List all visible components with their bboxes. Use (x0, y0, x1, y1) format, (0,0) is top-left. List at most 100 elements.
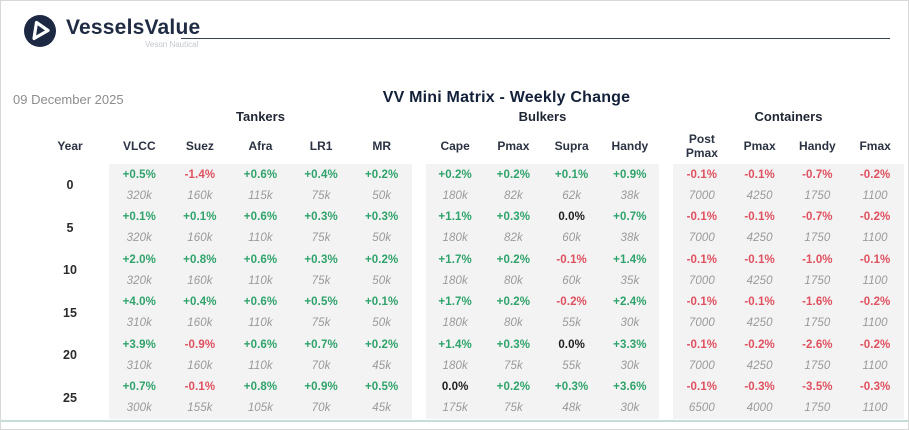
value-cell: 50k (372, 274, 392, 287)
group-tankers: Tankers VLCC Suez Afra LR1 MR +0.5% -1.4% +0.6% +… (109, 109, 412, 419)
pct-row: +0.2% +0.2% +0.1% +0.9% (426, 164, 659, 185)
year-row-block: +1.4% +0.3% 0.0% +3.3% 180k 75k 55k 30k (426, 334, 659, 377)
value-cell: 7000 (688, 189, 715, 202)
column-header: LR1 (309, 138, 333, 153)
value-cell: 75k (311, 189, 331, 202)
brand-text: VesselsValue Veson Nautical (66, 17, 200, 49)
value-cell: 1750 (804, 317, 831, 330)
weekly-change-cell: +1.7% (438, 253, 472, 266)
group-data-panel: -0.1% -0.1% -0.7% -0.2% 7000 4250 1750 1100 -0.1… (673, 164, 904, 419)
group-bulkers: Bulkers Cape Pmax Supra Handy +0.2% +0.2% +0.1%… (426, 109, 659, 419)
weekly-change-cell: -0.1% (744, 211, 775, 224)
value-cell: 4250 (746, 189, 773, 202)
weekly-change-cell: +0.2% (364, 168, 399, 181)
value-cell: 48k (562, 402, 582, 415)
weekly-change-cell: -2.6% (802, 338, 833, 351)
value-row: 180k 80k 55k 30k (426, 313, 659, 334)
column-header-row: VLCC Suez Afra LR1 MR (109, 129, 412, 164)
page-title: VV Mini Matrix - Weekly Change (382, 89, 631, 106)
weekly-change-cell: -0.7% (802, 168, 833, 181)
weekly-change-cell: -1.4% (184, 168, 216, 181)
value-cell: 55k (562, 317, 582, 330)
year-label: 15 (63, 305, 77, 320)
year-row-block: +0.2% +0.2% +0.1% +0.9% 180k 82k 62k 38k (426, 164, 659, 207)
value-cell: 180k (442, 317, 468, 330)
weekly-change-cell: 0.0% (558, 211, 585, 224)
year-row-block: +1.7% +0.2% -0.2% +2.4% 180k 80k 55k 30k (426, 292, 659, 335)
weekly-change-cell: -0.1% (686, 296, 718, 309)
weekly-change-cell: -3.5% (802, 381, 833, 394)
value-cell: 1100 (862, 359, 888, 372)
group-title: Bulkers (518, 109, 567, 124)
value-cell: 7000 (688, 274, 715, 287)
weekly-change-cell: +0.4% (183, 296, 217, 309)
year-row-block: -0.1% -0.1% -1.0% -0.1% 7000 4250 1750 1100 (673, 249, 904, 292)
weekly-change-cell: +0.5% (364, 381, 399, 394)
year-label: 0 (66, 178, 74, 193)
weekly-change-cell: -0.9% (184, 338, 216, 351)
weekly-change-cell: +3.6% (613, 381, 647, 394)
value-cell: 1100 (862, 232, 888, 245)
year-column: Year 0 5 10 15 20 25 (31, 109, 109, 419)
value-cell: 30k (620, 317, 640, 330)
value-cell: 310k (126, 317, 152, 330)
year-row-block: +0.7% -0.1% +0.8% +0.9% +0.5% 300k 155k 105k 70k… (109, 377, 412, 420)
column-header: Handy (799, 138, 836, 153)
weekly-change-cell: +0.5% (304, 296, 338, 309)
weekly-change-cell: +0.3% (364, 211, 399, 224)
value-cell: 1100 (862, 402, 888, 415)
value-row: 7000 4250 1750 1100 (673, 228, 904, 249)
weekly-change-cell: +0.3% (496, 338, 531, 351)
value-cell: 180k (442, 189, 468, 202)
value-cell: 62k (562, 189, 582, 202)
year-row-block: +1.1% +0.3% 0.0% +0.7% 180k 82k 60k 38k (426, 207, 659, 250)
value-cell: 1750 (804, 402, 831, 415)
report-date: 09 December 2025 (13, 92, 124, 107)
weekly-change-cell: +2.0% (122, 253, 157, 266)
weekly-change-cell: +0.9% (304, 381, 338, 394)
value-row: 310k 160k 110k 70k 45k (109, 355, 412, 376)
weekly-change-cell: +0.9% (613, 168, 647, 181)
value-cell: 35k (620, 274, 640, 287)
value-cell: 4000 (746, 402, 773, 415)
weekly-change-cell: +3.9% (122, 338, 157, 351)
weekly-change-cell: -0.1% (686, 381, 718, 394)
value-cell: 30k (620, 402, 640, 415)
value-cell: 4250 (746, 359, 773, 372)
value-cell: 4250 (746, 274, 773, 287)
weekly-change-cell: -0.1% (744, 253, 775, 266)
weekly-change-cell: -0.1% (686, 211, 718, 224)
value-cell: 1750 (804, 274, 831, 287)
weekly-change-cell: +0.1% (364, 296, 399, 309)
group-gap (412, 109, 426, 419)
weekly-change-cell: +0.6% (243, 296, 278, 309)
year-label: 20 (63, 348, 77, 363)
weekly-change-cell: -0.2% (859, 296, 891, 309)
pct-row: +2.0% +0.8% +0.6% +0.3% +0.2% (109, 249, 412, 270)
weekly-change-cell: +0.1% (554, 168, 589, 181)
year-row-block: +2.0% +0.8% +0.6% +0.3% +0.2% 320k 160k 110k 75k… (109, 249, 412, 292)
value-row: 180k 82k 60k 38k (426, 228, 659, 249)
weekly-change-cell: +0.2% (364, 253, 399, 266)
weekly-change-cell: +1.1% (438, 211, 472, 224)
header-divider-line (181, 38, 890, 39)
year-label: 10 (63, 263, 77, 278)
weekly-change-cell: +0.3% (304, 253, 338, 266)
weekly-change-cell: +0.2% (496, 381, 531, 394)
group-gap (659, 109, 673, 419)
pct-row: +0.7% -0.1% +0.8% +0.9% +0.5% (109, 377, 412, 398)
year-column-header: Year (57, 138, 83, 153)
year-row-block: +1.7% +0.2% -0.1% +1.4% 180k 80k 60k 35k (426, 249, 659, 292)
value-cell: 320k (126, 232, 152, 245)
pct-row: +4.0% +0.4% +0.6% +0.5% +0.1% (109, 292, 412, 313)
weekly-change-cell: +0.8% (243, 381, 278, 394)
value-cell: 60k (562, 232, 582, 245)
weekly-change-cell: +1.4% (613, 253, 647, 266)
mini-matrix-table: Year 0 5 10 15 20 25 Tankers VLCC Suez Afra LR1 MR +0… (31, 109, 904, 419)
value-cell: 50k (372, 232, 392, 245)
brand-name: VesselsValue (66, 16, 201, 39)
weekly-change-cell: -0.2% (859, 168, 891, 181)
weekly-change-cell: +2.4% (613, 296, 647, 309)
column-header: MR (372, 138, 391, 153)
